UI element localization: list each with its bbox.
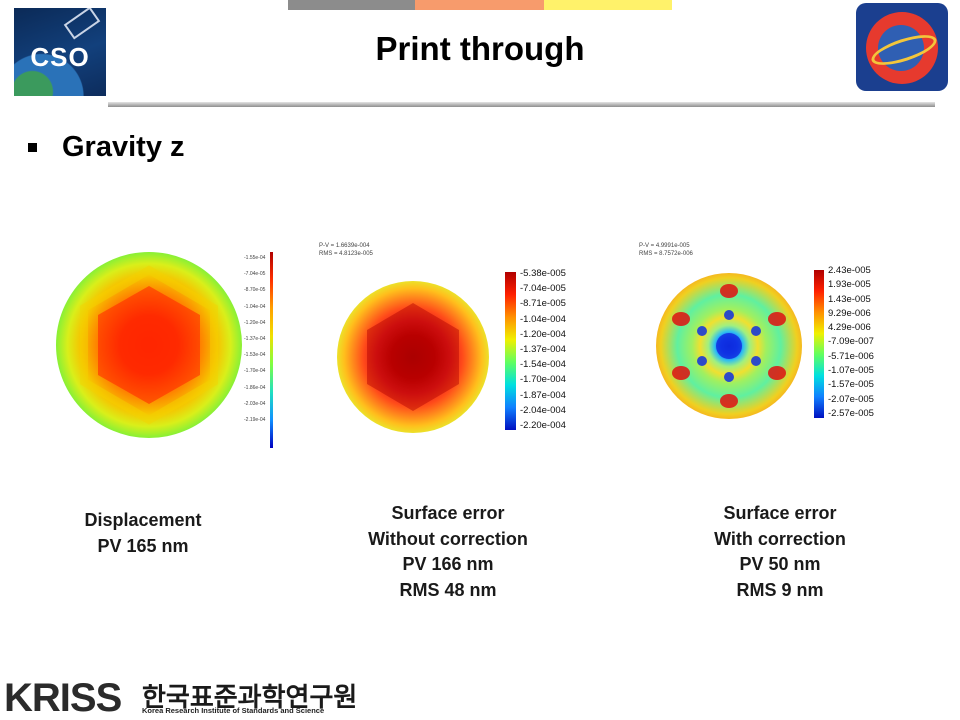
corrected-caption: Surface error With correction PV 50 nm R… <box>665 501 895 603</box>
header-strip-orange <box>415 0 544 10</box>
pv-readout: P-V = 4.9991e-005 <box>639 243 690 249</box>
colorbar-label: 1.43e-005 <box>828 293 871 305</box>
colorbar-label: -7.04e-005 <box>520 283 566 295</box>
displacement-colorbar-labels: -1.55e-04 -7.04e-05 -8.70e-05 -1.04e-04 … <box>244 250 265 428</box>
stats-readout: P-V = 4.9991e-005 RMS = 8.7572e-006 <box>639 242 693 258</box>
caption-line: With correction <box>714 528 846 549</box>
colorbar-label: -1.20e-004 <box>520 328 566 340</box>
corrected-lobes <box>672 284 786 408</box>
colorbar-label: -8.71e-005 <box>520 298 566 310</box>
colorbar-label: -5.38e-005 <box>520 268 566 279</box>
uncorrected-hexagon <box>367 303 459 411</box>
caption-line: PV 50 nm <box>739 554 821 574</box>
corrected-colorbar-labels: 2.43e-005 1.93e-005 1.43e-005 9.29e-006 … <box>828 264 874 421</box>
displacement-hexagon <box>80 265 218 425</box>
surface-error-without-correction-plot: P-V = 1.6639e-004 RMS = 4.8123e-005 -5.3… <box>315 238 585 436</box>
colorbar-label: -1.55e-04 <box>244 255 266 261</box>
rms-readout: RMS = 4.8123e-005 <box>319 251 373 257</box>
kasi-logo <box>856 3 948 91</box>
surface-error-map-uncorrected <box>337 281 489 433</box>
colorbar-label: -1.04e-004 <box>520 313 566 325</box>
caption-line: PV 166 nm <box>402 554 494 574</box>
displacement-caption: Displacement PV 165 nm <box>43 508 243 559</box>
colorbar-label: -2.07e-005 <box>828 393 874 405</box>
page-title: Print through <box>375 30 585 67</box>
colorbar-label: -2.19e-04 <box>244 417 266 424</box>
colorbar-label: -1.07e-005 <box>828 365 874 377</box>
colorbar-label: -2.20e-004 <box>520 420 566 432</box>
colorbar-label: -8.70e-05 <box>244 287 266 294</box>
colorbar-label: -1.54e-004 <box>520 359 566 371</box>
caption-line: PV 165 nm <box>97 535 189 556</box>
colorbar-label: -1.87e-004 <box>520 389 566 401</box>
caption-line: RMS 9 nm <box>736 579 824 600</box>
uncorrected-colorbar <box>505 272 516 430</box>
bullet-heading: Gravity z <box>62 131 185 163</box>
caption-line: RMS 48 nm <box>399 579 497 600</box>
caption-line: Displacement <box>84 510 202 530</box>
caption-line: Surface error <box>723 503 837 523</box>
kriss-logo-subtitle: Korea Research Institute of Standards an… <box>142 706 325 715</box>
colorbar-label: -2.03e-04 <box>244 400 266 407</box>
colorbar-label: -1.04e-04 <box>244 303 266 310</box>
displacement-plot: -1.55e-04 -7.04e-05 -8.70e-05 -1.04e-04 … <box>48 240 278 455</box>
corrected-colorbar <box>814 270 824 418</box>
stats-readout: P-V = 1.6639e-004 RMS = 4.8123e-005 <box>319 242 373 258</box>
uncorrected-colorbar-labels: -5.38e-005 -7.04e-005 -8.71e-005 -1.04e-… <box>520 266 566 433</box>
kriss-logo-korean: 한국표준과학연구원 <box>142 683 358 713</box>
caption-line: Surface error <box>391 503 505 523</box>
colorbar-label: -2.04e-004 <box>520 404 566 416</box>
colorbar-label: -1.37e-04 <box>244 336 266 343</box>
colorbar-label: 9.29e-006 <box>828 307 871 319</box>
pv-readout: P-V = 1.6639e-004 <box>319 243 370 249</box>
title-divider <box>108 102 935 107</box>
colorbar-label: -1.20e-04 <box>244 319 266 326</box>
cso-logo: CSO <box>14 8 106 96</box>
colorbar-label: -1.70e-04 <box>244 368 266 375</box>
surface-error-with-correction-plot: P-V = 4.9991e-005 RMS = 8.7572e-006 2.43… <box>636 238 896 428</box>
header-strip-gray <box>288 0 415 10</box>
colorbar-label: -1.86e-04 <box>244 384 266 391</box>
kriss-logo-word: KRISS <box>4 676 122 720</box>
kasi-logo-planet <box>878 25 924 71</box>
colorbar-label: -5.71e-006 <box>828 350 874 362</box>
cso-logo-text: CSO <box>30 42 90 72</box>
colorbar-label: -1.57e-005 <box>828 379 874 391</box>
colorbar-label: 4.29e-006 <box>828 322 871 334</box>
colorbar-label: -7.04e-05 <box>244 271 266 278</box>
colorbar-label: -7.09e-007 <box>828 336 874 348</box>
colorbar-label: -2.57e-005 <box>828 407 874 419</box>
colorbar-label: -1.70e-004 <box>520 374 566 386</box>
satellite-icon <box>63 8 101 40</box>
colorbar-label: 2.43e-005 <box>828 265 871 276</box>
colorbar-label: -1.37e-004 <box>520 344 566 356</box>
displacement-colorbar <box>270 252 273 448</box>
uncorrected-caption: Surface error Without correction PV 166 … <box>333 501 563 603</box>
colorbar-label: 1.93e-005 <box>828 279 871 291</box>
caption-line: Without correction <box>368 528 528 549</box>
header-strip-yellow <box>544 0 672 10</box>
colorbar-label: -1.53e-04 <box>244 352 266 359</box>
bullet-icon <box>28 143 37 152</box>
rms-readout: RMS = 8.7572e-006 <box>639 251 693 257</box>
